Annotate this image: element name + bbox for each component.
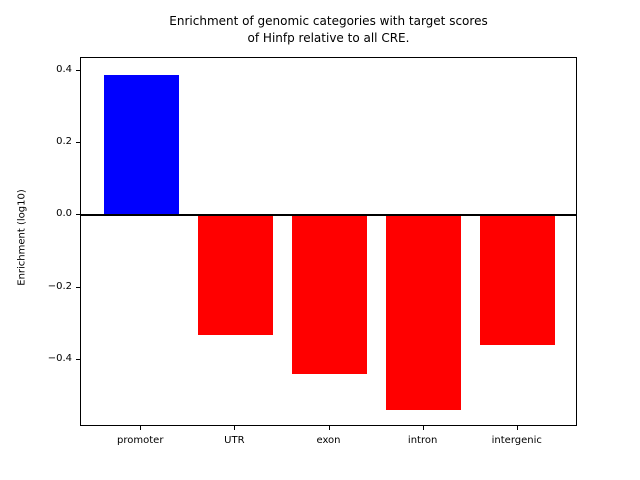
chart-title-line2: of Hinfp relative to all CRE. [247,31,410,45]
y-tick-mark [76,142,80,144]
x-tick-mark [328,426,330,430]
x-tick-mark [234,426,236,430]
bar-intron [385,215,462,411]
plot-area [80,57,577,426]
y-axis-label: Enrichment (log10) [16,189,28,286]
x-tick-label-UTR: UTR [224,435,245,446]
y-tick-label: 0.4 [56,63,72,75]
x-tick-mark [516,426,518,430]
y-tick-label: −0.4 [47,352,72,364]
chart-title: Enrichment of genomic categories with ta… [80,13,577,47]
x-tick-label-intron: intron [407,435,438,446]
y-tick-label: 0.2 [56,136,72,148]
y-tick-mark [76,214,80,216]
bar-UTR [197,215,274,335]
y-tick-label: −0.2 [47,280,72,292]
x-tick-mark [422,426,424,430]
bar-intergenic [480,215,556,346]
bar-promoter [103,74,179,216]
y-tick-mark [76,286,80,288]
y-tick-mark [76,69,80,71]
x-tick-mark [140,426,142,430]
chart-title-line1: Enrichment of genomic categories with ta… [169,14,488,28]
x-tick-label-exon: exon [316,435,341,446]
x-tick-label-intergenic: intergenic [491,435,542,446]
x-tick-label-promoter: promoter [117,435,164,446]
y-tick-label: 0.0 [56,208,72,220]
bar-exon [291,215,368,375]
y-tick-mark [76,358,80,360]
zero-line [81,214,576,217]
